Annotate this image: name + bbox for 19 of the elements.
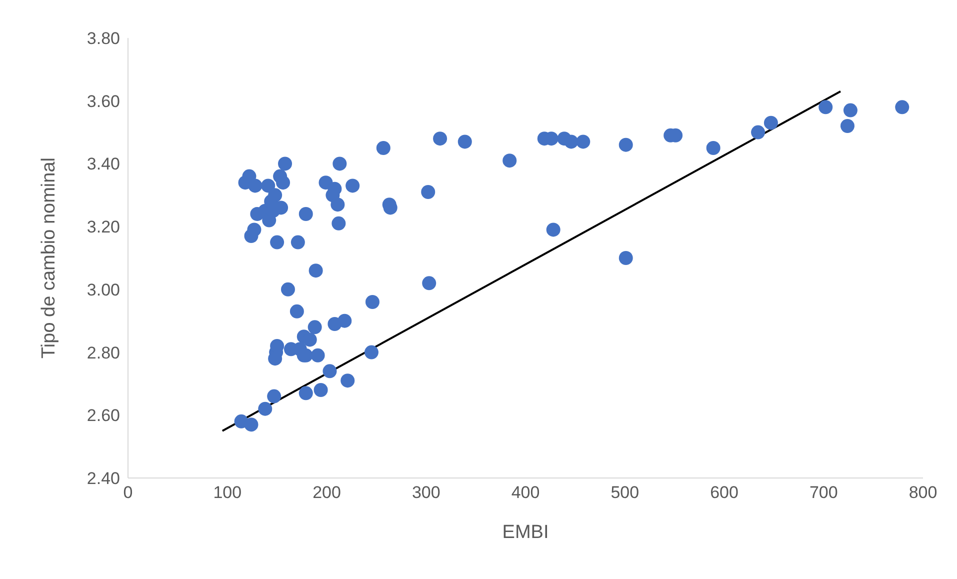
y-tick-label: 2.40 <box>86 469 120 488</box>
y-axis-title: Tipo de cambio nominal <box>38 157 60 359</box>
y-tick-label: 3.40 <box>86 154 120 174</box>
x-tick-label: 600 <box>710 483 738 502</box>
x-axis-title: EMBI <box>502 522 549 543</box>
x-tick-label: 200 <box>312 483 341 502</box>
x-tick-label: 500 <box>610 483 640 502</box>
y-tick-label: 2.60 <box>86 406 120 426</box>
y-tick-label: 3.00 <box>86 280 120 300</box>
x-tick-label: 100 <box>213 483 242 502</box>
x-tick-label: 800 <box>908 483 938 502</box>
y-tick-label: 2.80 <box>86 343 120 362</box>
y-tick-label: 3.80 <box>86 29 120 48</box>
y-tick-label: 3.20 <box>86 218 120 237</box>
x-tick-label: 700 <box>809 483 838 502</box>
x-tick-label: 400 <box>511 483 540 502</box>
y-tick-label: 3.60 <box>86 92 120 111</box>
x-tick-label: 0 <box>123 483 133 502</box>
x-tick-label: 300 <box>412 483 440 502</box>
